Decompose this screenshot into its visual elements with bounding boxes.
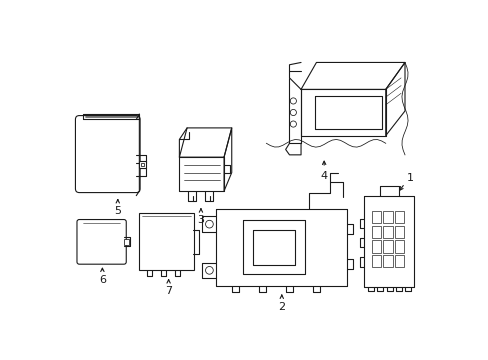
Text: 1: 1: [406, 173, 413, 183]
FancyBboxPatch shape: [138, 213, 194, 270]
Bar: [383, 255, 392, 267]
Text: 4: 4: [320, 171, 327, 181]
Text: 5: 5: [114, 206, 121, 216]
Bar: [371, 211, 380, 223]
Bar: [371, 240, 380, 253]
FancyBboxPatch shape: [75, 116, 140, 193]
Text: 7: 7: [165, 286, 172, 296]
Text: 3: 3: [197, 215, 204, 225]
Bar: [394, 240, 404, 253]
Bar: [394, 211, 404, 223]
Bar: [139, 161, 145, 168]
Bar: [371, 226, 380, 238]
Bar: [394, 226, 404, 238]
Text: 6: 6: [99, 275, 106, 285]
FancyBboxPatch shape: [77, 220, 126, 264]
Bar: [141, 163, 143, 166]
Bar: [383, 226, 392, 238]
Bar: [383, 211, 392, 223]
Bar: [394, 255, 404, 267]
Bar: [371, 255, 380, 267]
Bar: [123, 239, 129, 245]
Text: 2: 2: [278, 302, 285, 311]
Bar: [383, 240, 392, 253]
